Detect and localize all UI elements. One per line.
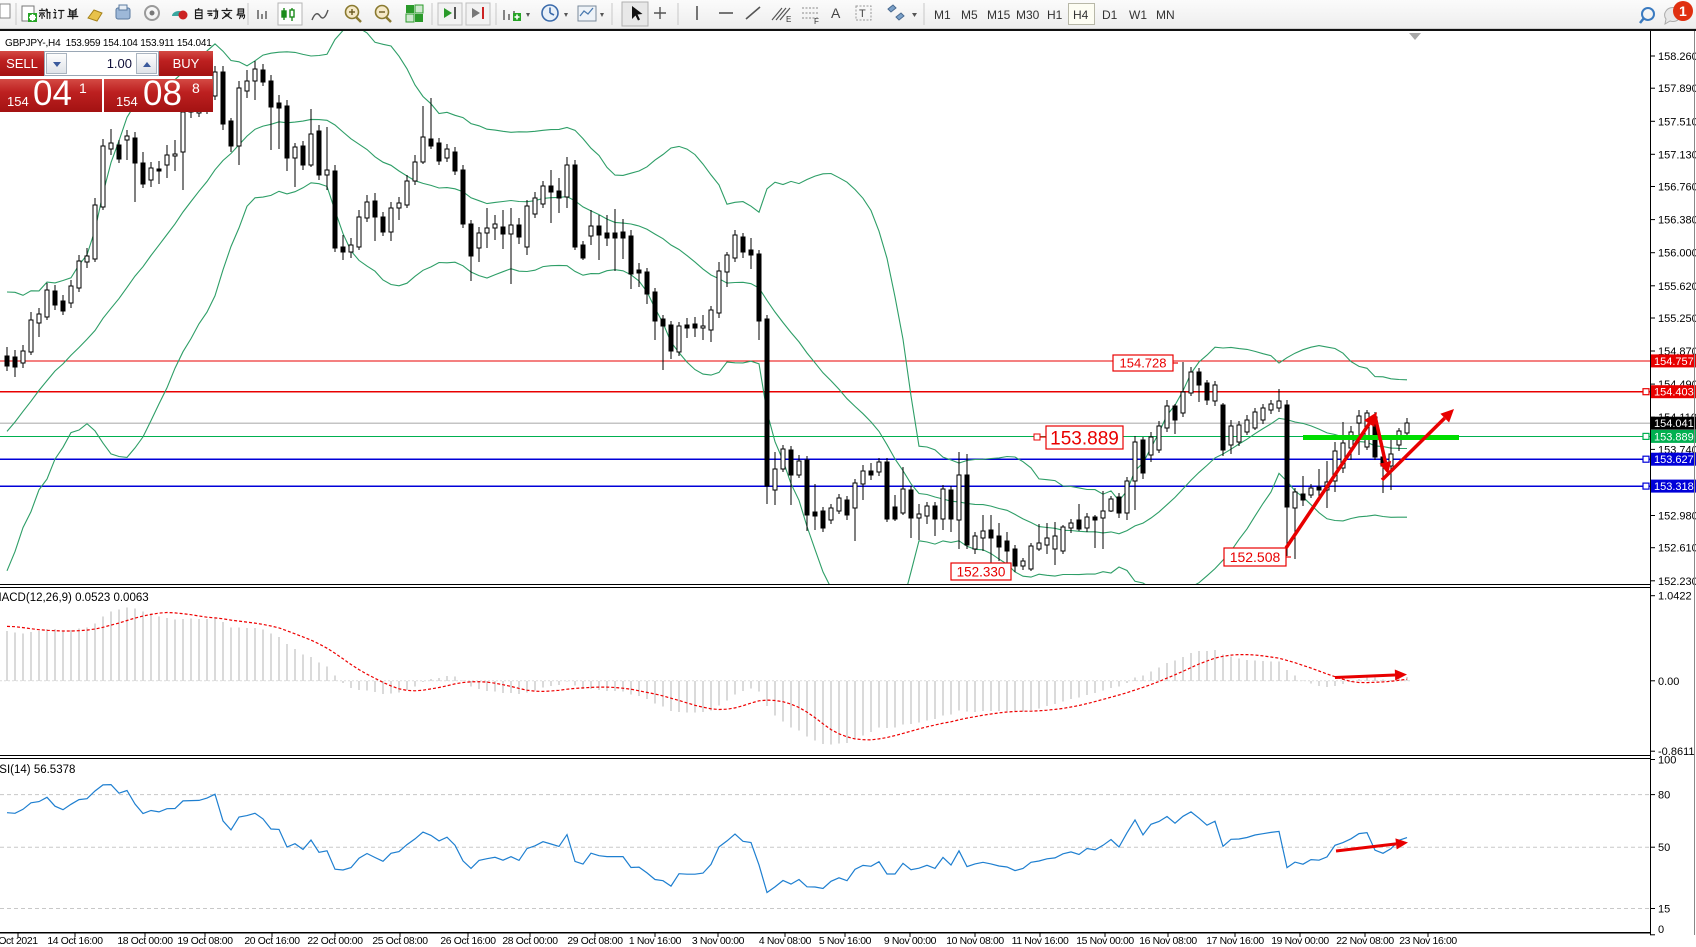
svg-text:154.728: 154.728 [1120, 356, 1167, 371]
svg-text:22 Oct 00:00: 22 Oct 00:00 [307, 936, 363, 947]
svg-text:155.620: 155.620 [1658, 281, 1696, 293]
svg-text:157.510: 157.510 [1658, 116, 1696, 128]
svg-text:152.508: 152.508 [1230, 549, 1281, 565]
svg-text:156.000: 156.000 [1658, 248, 1696, 260]
svg-text:154.403: 154.403 [1654, 387, 1694, 399]
svg-text:T: T [859, 8, 866, 20]
svg-text:10 Nov 08:00: 10 Nov 08:00 [946, 936, 1004, 947]
svg-text:153.889: 153.889 [1050, 428, 1119, 449]
svg-text:0: 0 [1658, 924, 1664, 936]
svg-text:A: A [831, 5, 841, 21]
svg-text:25 Oct 08:00: 25 Oct 08:00 [372, 936, 428, 947]
svg-text:155.250: 155.250 [1658, 313, 1696, 325]
svg-text:152.980: 152.980 [1658, 511, 1696, 523]
svg-text:1.0422: 1.0422 [1658, 591, 1692, 603]
svg-text:156.380: 156.380 [1658, 215, 1696, 227]
svg-text:15: 15 [1658, 904, 1670, 916]
svg-text:157.890: 157.890 [1658, 83, 1696, 95]
svg-text:29 Oct 08:00: 29 Oct 08:00 [567, 936, 623, 947]
svg-text:158.260: 158.260 [1658, 51, 1696, 63]
svg-text:18 Oct 00:00: 18 Oct 00:00 [117, 936, 173, 947]
svg-text:80: 80 [1658, 790, 1670, 802]
svg-text:4 Nov 08:00: 4 Nov 08:00 [759, 936, 812, 947]
svg-text:153.318: 153.318 [1654, 481, 1694, 493]
svg-text:100: 100 [1658, 755, 1676, 767]
svg-text:5 Nov 16:00: 5 Nov 16:00 [819, 936, 872, 947]
svg-text:157.130: 157.130 [1658, 149, 1696, 161]
svg-text:3 Nov 00:00: 3 Nov 00:00 [692, 936, 745, 947]
svg-text:-0.8611: -0.8611 [1658, 746, 1695, 758]
svg-text:154.757: 154.757 [1654, 356, 1694, 368]
svg-text:152.610: 152.610 [1658, 543, 1696, 555]
svg-text:153.889: 153.889 [1654, 431, 1694, 443]
svg-text:156.760: 156.760 [1658, 182, 1696, 194]
svg-text:20 Oct 16:00: 20 Oct 16:00 [244, 936, 300, 947]
svg-text:26 Oct 16:00: 26 Oct 16:00 [440, 936, 496, 947]
svg-text:19 Nov 00:00: 19 Nov 00:00 [1271, 936, 1329, 947]
svg-text:16 Nov 08:00: 16 Nov 08:00 [1139, 936, 1197, 947]
svg-text:28 Oct 00:00: 28 Oct 00:00 [502, 936, 558, 947]
svg-text:Oct 2021: Oct 2021 [0, 936, 38, 947]
svg-text:F: F [814, 17, 819, 26]
svg-text:1 Nov 16:00: 1 Nov 16:00 [629, 936, 682, 947]
svg-text:22 Nov 08:00: 22 Nov 08:00 [1336, 936, 1394, 947]
svg-text:154.041: 154.041 [1654, 418, 1694, 430]
svg-text:15 Nov 00:00: 15 Nov 00:00 [1076, 936, 1134, 947]
svg-text:152.230: 152.230 [1658, 576, 1696, 588]
svg-text:152.330: 152.330 [957, 564, 1006, 579]
svg-text:0.00: 0.00 [1658, 676, 1679, 688]
svg-text:11 Nov 16:00: 11 Nov 16:00 [1012, 936, 1069, 947]
svg-text:9 Nov 00:00: 9 Nov 00:00 [884, 936, 937, 947]
svg-text:E: E [786, 15, 791, 24]
svg-text:1: 1 [1679, 3, 1687, 19]
svg-text:50: 50 [1658, 842, 1670, 854]
svg-text:17 Nov 16:00: 17 Nov 16:00 [1206, 936, 1264, 947]
svg-text:19 Oct 08:00: 19 Oct 08:00 [177, 936, 233, 947]
svg-text:23 Nov 16:00: 23 Nov 16:00 [1399, 936, 1457, 947]
svg-text:14 Oct 16:00: 14 Oct 16:00 [47, 936, 103, 947]
svg-text:153.627: 153.627 [1654, 454, 1694, 466]
